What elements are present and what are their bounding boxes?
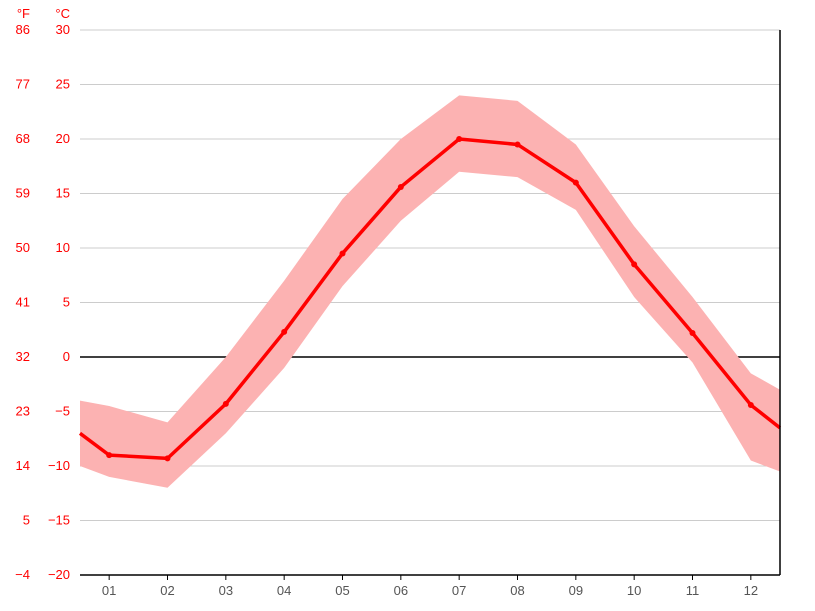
data-point <box>223 401 229 407</box>
data-point <box>573 180 579 186</box>
x-tick: 05 <box>335 583 349 598</box>
x-tick: 07 <box>452 583 466 598</box>
x-tick: 02 <box>160 583 174 598</box>
data-point <box>456 136 462 142</box>
y-tick-f: 68 <box>16 131 30 146</box>
x-tick: 08 <box>510 583 524 598</box>
x-tick: 12 <box>744 583 758 598</box>
data-point <box>515 141 521 147</box>
y-tick-c: 30 <box>56 22 70 37</box>
y-tick-f: 86 <box>16 22 30 37</box>
data-point <box>690 330 696 336</box>
y-tick-f: 5 <box>23 513 30 528</box>
y-tick-c: 15 <box>56 186 70 201</box>
temperature-chart: −20 −4 −15 5 −10 14 −5 23 0 32 5 41 10 50 15 59 20 68 25 77… <box>0 0 815 611</box>
y-tick-c: 25 <box>56 77 70 92</box>
y-tick-f: 50 <box>16 240 30 255</box>
data-point <box>398 184 404 190</box>
y-tick-f: 77 <box>16 77 30 92</box>
chart-svg: −20 −4 −15 5 −10 14 −5 23 0 32 5 41 10 50 15 59 20 68 25 77… <box>0 0 815 611</box>
y-tick-f: −4 <box>15 567 30 582</box>
x-tick: 09 <box>569 583 583 598</box>
x-tick: 10 <box>627 583 641 598</box>
data-point <box>340 250 346 256</box>
x-tick: 11 <box>686 583 700 598</box>
data-point <box>106 452 112 458</box>
data-point <box>165 455 171 461</box>
y-tick-f: 23 <box>16 404 30 419</box>
y-axis-label-f: °F <box>17 6 30 21</box>
y-tick-c: −5 <box>55 404 70 419</box>
x-tick: 06 <box>394 583 408 598</box>
y-tick-c: 0 <box>63 349 70 364</box>
data-point <box>281 329 287 335</box>
y-tick-c: −15 <box>48 513 70 528</box>
y-tick-f: 14 <box>16 458 30 473</box>
y-tick-c: 10 <box>56 240 70 255</box>
y-tick-c: −10 <box>48 458 70 473</box>
data-point <box>748 402 754 408</box>
data-point <box>631 261 637 267</box>
y-tick-f: 32 <box>16 349 30 364</box>
uncertainty-band <box>80 95 780 487</box>
y-tick-c: −20 <box>48 567 70 582</box>
y-tick-f: 41 <box>16 295 30 310</box>
x-tick: 04 <box>277 583 291 598</box>
y-tick-f: 59 <box>16 186 30 201</box>
y-axis-label-c: °C <box>55 6 70 21</box>
x-tick: 03 <box>219 583 233 598</box>
y-tick-c: 5 <box>63 295 70 310</box>
x-tick: 01 <box>102 583 116 598</box>
y-tick-c: 20 <box>56 131 70 146</box>
